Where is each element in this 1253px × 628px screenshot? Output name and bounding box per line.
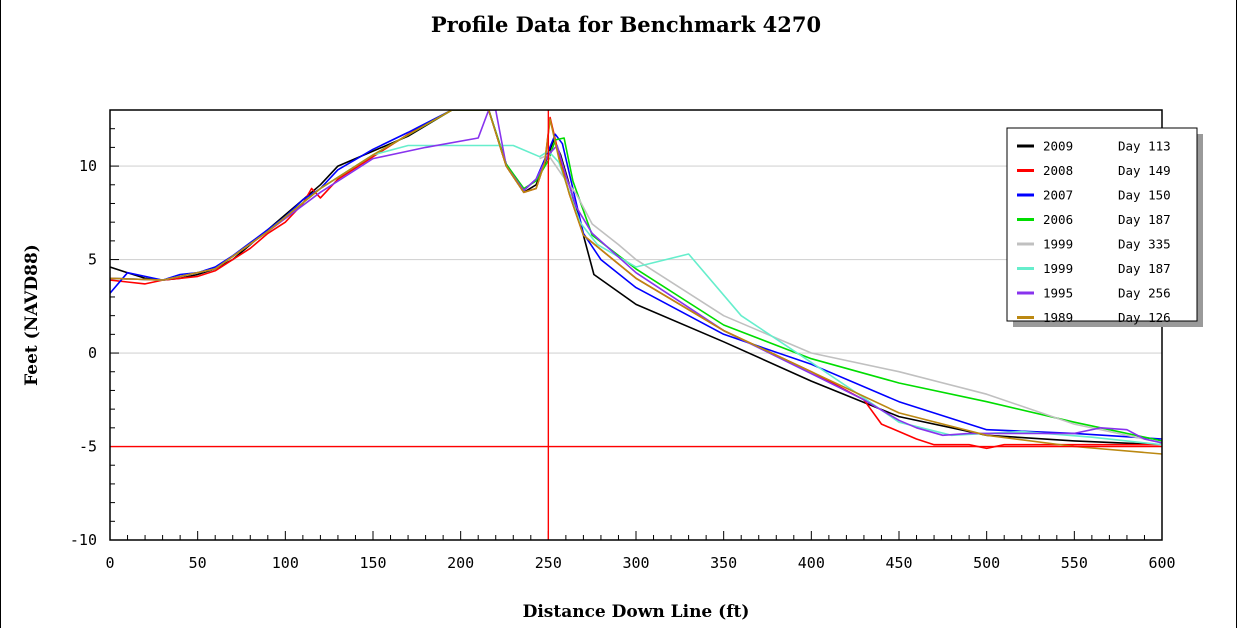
- x-tick-label: 250: [535, 554, 562, 572]
- x-axis-label: Distance Down Line (ft): [523, 602, 750, 622]
- series-line-1999-day-335: [539, 154, 1162, 444]
- x-tick-label: 150: [359, 554, 386, 572]
- legend-box: [1006, 127, 1198, 322]
- x-tick-label: 100: [272, 554, 299, 572]
- y-axis-label: Feet (NAVD88): [22, 244, 42, 386]
- legend-day: Day 256: [1118, 286, 1171, 301]
- legend-day: Day 150: [1118, 188, 1171, 203]
- chart-title: Profile Data for Benchmark 4270: [431, 12, 821, 37]
- legend: 2009 Day 113 2008 Day 149 2007 Day 150 2006 Day…: [1006, 127, 1203, 327]
- legend-day: Day 126: [1118, 310, 1171, 325]
- y-tick-label: 5: [88, 251, 97, 269]
- legend-year: 1999: [1043, 237, 1073, 252]
- y-tick-label: -10: [70, 531, 97, 549]
- series-line-1995-day-256: [110, 110, 1162, 444]
- y-tick-label: -5: [79, 438, 97, 456]
- x-tick-label: 350: [710, 554, 737, 572]
- axis-ticks: [109, 128, 1163, 541]
- legend-day: Day 149: [1118, 163, 1171, 178]
- x-tick-label: 300: [622, 554, 649, 572]
- legend-year: 1989: [1043, 310, 1073, 325]
- x-tick-label: 500: [973, 554, 1000, 572]
- series-line-2009-day-113: [110, 110, 1162, 446]
- legend-year: 2008: [1043, 163, 1073, 178]
- x-tick-label: 550: [1061, 554, 1088, 572]
- x-tick-label: 600: [1148, 554, 1175, 572]
- legend-year: 2006: [1043, 212, 1073, 227]
- x-tick-label: 400: [798, 554, 825, 572]
- legend-day: Day 335: [1118, 237, 1171, 252]
- x-tick-label: 0: [105, 554, 114, 572]
- x-tick-label: 50: [189, 554, 207, 572]
- x-tick-label: 450: [885, 554, 912, 572]
- y-tick-label: 0: [88, 344, 97, 362]
- legend-year: 2009: [1043, 139, 1073, 154]
- legend-year: 1995: [1043, 286, 1073, 301]
- series-line-2007-day-150: [110, 110, 1162, 440]
- legend-year: 2007: [1043, 188, 1073, 203]
- legend-day: Day 187: [1118, 212, 1171, 227]
- grid-lines: [110, 165, 1162, 448]
- x-tick-label: 200: [447, 554, 474, 572]
- legend-day: Day 113: [1118, 139, 1171, 154]
- series-lines: [110, 110, 1162, 455]
- plot-border: [109, 109, 1163, 541]
- x-tick-labels: 0 50 100 150 200 250 300 350 400 450 500 550 600: [105, 554, 1175, 572]
- series-line-1989-day-126: [110, 110, 1162, 455]
- legend-year: 1999: [1043, 261, 1073, 276]
- reference-lines: [110, 110, 1162, 540]
- series-line-2006-day-187: [110, 110, 1162, 442]
- y-tick-labels: -10 -5 0 5 10: [70, 157, 97, 549]
- legend-day: Day 187: [1118, 261, 1171, 276]
- y-tick-label: 10: [79, 157, 97, 175]
